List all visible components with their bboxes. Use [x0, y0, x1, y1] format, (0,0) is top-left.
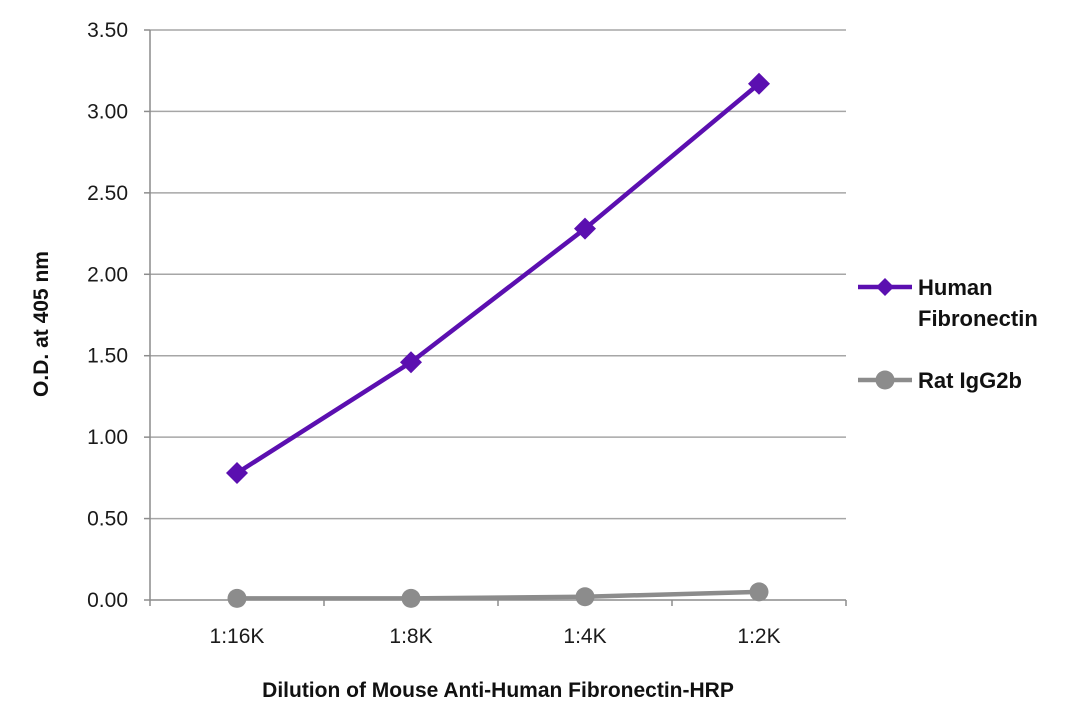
legend-label: Rat IgG2b [918, 368, 1022, 393]
data-point [400, 351, 422, 374]
legend-item-human-fibronectin[interactable]: Human Fibronectin [858, 275, 1038, 331]
legend-item-rat-igg2b[interactable]: Rat IgG2b [858, 368, 1022, 393]
x-tick-label: 1:2K [737, 625, 780, 648]
series-human-fibronectin [226, 72, 770, 484]
x-tick-labels: 1:16K 1:8K 1:4K 1:2K [210, 625, 781, 648]
data-point [226, 461, 248, 484]
legend-marker [875, 370, 895, 390]
data-point [401, 588, 421, 608]
y-axis-title: O.D. at 405 nm [30, 251, 53, 397]
y-tick-label: 3.00 [87, 100, 128, 123]
y-tick-label: 2.00 [87, 263, 128, 286]
series [226, 72, 770, 608]
y-tick-label: 1.00 [87, 426, 128, 449]
y-tick-labels: 0.00 0.50 1.00 1.50 2.00 2.50 3.00 3.50 [87, 19, 128, 612]
y-tick-label: 1.50 [87, 345, 128, 368]
y-tick-label: 0.50 [87, 508, 128, 531]
data-point [575, 587, 595, 607]
legend-label: Human Fibronectin [918, 275, 1038, 331]
y-tick-label: 0.00 [87, 589, 128, 612]
x-tick-label: 1:4K [563, 625, 606, 648]
x-tick-label: 1:8K [389, 625, 432, 648]
series-rat-igg2b [227, 582, 769, 608]
data-point [227, 588, 247, 608]
y-tick-label: 3.50 [87, 19, 128, 42]
legend-marker [876, 278, 894, 296]
series-line [235, 82, 761, 475]
axes [144, 29, 847, 606]
legend[interactable]: Human Fibronectin Rat IgG2b [858, 275, 1038, 393]
data-point [574, 217, 596, 240]
x-tick-label: 1:16K [210, 625, 265, 648]
data-point [748, 72, 770, 95]
x-axis-title: Dilution of Mouse Anti-Human Fibronectin… [262, 679, 734, 702]
series-line [237, 589, 760, 601]
y-tick-label: 2.50 [87, 182, 128, 205]
data-point [749, 582, 769, 602]
gridlines [150, 29, 846, 520]
